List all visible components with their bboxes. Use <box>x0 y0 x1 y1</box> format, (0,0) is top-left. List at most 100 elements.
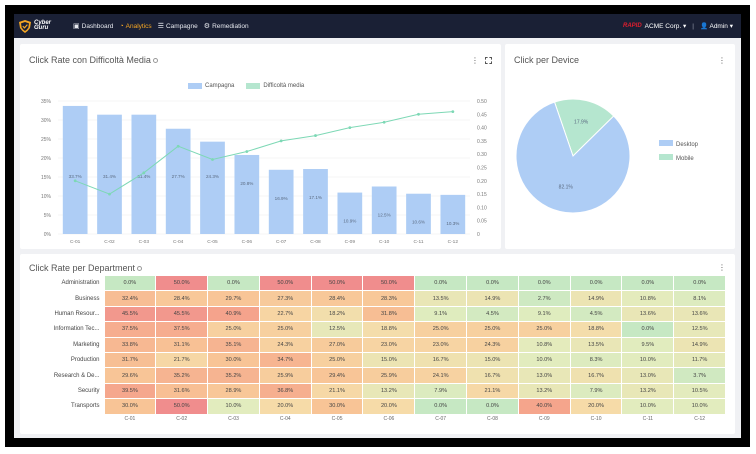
heatmap-cell[interactable]: 13.2% <box>362 382 416 400</box>
heatmap-cell[interactable]: 30.0% <box>310 398 364 415</box>
difficolta-point[interactable] <box>348 126 352 129</box>
bar-c-07[interactable] <box>268 169 294 234</box>
heatmap-cell[interactable]: 0.0% <box>414 398 468 415</box>
heatmap-cell[interactable]: 35.2% <box>155 367 209 384</box>
heatmap-cell[interactable]: 14.9% <box>673 336 727 353</box>
heatmap-cell[interactable]: 30.0% <box>103 398 157 415</box>
heatmap-cell[interactable]: 28.4% <box>155 290 209 307</box>
heatmap-cell[interactable]: 10.5% <box>673 382 727 400</box>
heatmap-cell[interactable]: 29.6% <box>103 367 157 384</box>
bar-c-06[interactable] <box>234 154 260 234</box>
heatmap-cell[interactable]: 0.0% <box>621 274 675 292</box>
heatmap-cell[interactable]: 0.0% <box>103 274 157 292</box>
heatmap-cell[interactable]: 0.0% <box>569 274 623 292</box>
heatmap-cell[interactable]: 22.7% <box>258 305 312 323</box>
heatmap-cell[interactable]: 15.0% <box>362 351 416 369</box>
heatmap-cell[interactable]: 11.7% <box>673 351 727 369</box>
heatmap-cell[interactable]: 35.1% <box>207 336 260 353</box>
heatmap-cell[interactable]: 31.8% <box>362 305 416 323</box>
heatmap-cell[interactable]: 21.7% <box>155 351 209 369</box>
difficolta-point[interactable] <box>176 144 180 148</box>
heatmap-cell[interactable]: 0.0% <box>207 274 260 292</box>
heatmap-cell[interactable]: 25.0% <box>466 321 519 338</box>
heatmap-cell[interactable]: 10.8% <box>517 336 571 353</box>
heatmap-cell[interactable]: 10.0% <box>621 398 675 415</box>
heatmap-cell[interactable]: 8.3% <box>569 351 623 369</box>
heatmap-cell[interactable]: 8.1% <box>673 290 727 307</box>
heatmap-cell[interactable]: 0.0% <box>517 274 571 292</box>
kebab-menu-icon[interactable]: ⋮ <box>471 56 479 65</box>
heatmap-cell[interactable]: 28.3% <box>362 290 416 307</box>
heatmap-cell[interactable]: 25.0% <box>517 321 571 338</box>
heatmap-cell[interactable]: 13.5% <box>414 290 468 307</box>
difficolta-point[interactable] <box>211 158 214 161</box>
heatmap-cell[interactable]: 24.1% <box>414 367 468 384</box>
heatmap-cell[interactable]: 0.0% <box>621 321 675 338</box>
heatmap-cell[interactable]: 13.5% <box>569 336 623 353</box>
heatmap-cell[interactable]: 24.3% <box>466 336 519 353</box>
heatmap-cell[interactable]: 25.9% <box>362 367 416 384</box>
heatmap-cell[interactable]: 28.4% <box>310 290 364 307</box>
bar-c-01[interactable] <box>62 105 88 234</box>
heatmap-cell[interactable]: 24.3% <box>258 336 312 353</box>
heatmap-cell[interactable]: 10.0% <box>207 398 260 415</box>
heatmap-cell[interactable]: 12.5% <box>310 321 364 338</box>
heatmap-cell[interactable]: 27.0% <box>310 336 364 353</box>
heatmap-cell[interactable]: 0.0% <box>673 274 727 292</box>
heatmap-cell[interactable]: 2.7% <box>517 290 571 307</box>
heatmap-cell[interactable]: 10.0% <box>517 351 571 369</box>
bar-c-09[interactable] <box>337 192 363 234</box>
heatmap-cell[interactable]: 28.9% <box>207 382 260 400</box>
heatmap-cell[interactable]: 16.7% <box>569 367 623 384</box>
heatmap-cell[interactable]: 33.8% <box>103 336 157 353</box>
heatmap-cell[interactable]: 25.0% <box>310 351 364 369</box>
heatmap-cell[interactable]: 20.0% <box>569 398 623 415</box>
heatmap-cell[interactable]: 20.0% <box>362 398 416 415</box>
heatmap-cell[interactable]: 31.1% <box>155 336 209 353</box>
heatmap-cell[interactable]: 50.0% <box>155 398 209 415</box>
app-logo[interactable]: Cyber Guru <box>19 19 67 33</box>
heatmap-cell[interactable]: 4.5% <box>569 305 623 323</box>
info-icon[interactable] <box>137 266 143 272</box>
heatmap-cell[interactable]: 21.1% <box>310 382 364 400</box>
heatmap-cell[interactable]: 13.6% <box>673 305 727 323</box>
nav-dashboard[interactable]: ▣ Dashboard <box>73 22 113 31</box>
difficolta-point[interactable] <box>73 179 77 183</box>
heatmap-cell[interactable]: 18.8% <box>569 321 623 338</box>
pie-slice-desktop[interactable] <box>515 101 631 214</box>
heatmap-cell[interactable]: 36.8% <box>258 382 312 400</box>
heatmap-cell[interactable]: 45.5% <box>103 305 157 323</box>
heatmap-cell[interactable]: 10.0% <box>621 351 675 369</box>
heatmap-cell[interactable]: 32.4% <box>103 290 157 307</box>
heatmap-cell[interactable]: 25.0% <box>258 321 312 338</box>
heatmap-cell[interactable]: 50.0% <box>155 274 209 292</box>
heatmap-cell[interactable]: 25.0% <box>414 321 468 338</box>
heatmap-cell[interactable]: 0.0% <box>466 274 519 292</box>
heatmap-cell[interactable]: 4.5% <box>466 305 519 323</box>
bar-c-10[interactable] <box>371 186 397 235</box>
heatmap-cell[interactable]: 13.2% <box>517 382 571 400</box>
heatmap-cell[interactable]: 40.0% <box>517 398 571 415</box>
heatmap-cell[interactable]: 25.9% <box>258 367 312 384</box>
heatmap-cell[interactable]: 20.0% <box>258 398 312 415</box>
heatmap-cell[interactable]: 27.3% <box>258 290 312 307</box>
heatmap-cell[interactable]: 16.7% <box>414 351 468 369</box>
heatmap-cell[interactable]: 14.9% <box>569 290 623 307</box>
bar-c-04[interactable] <box>165 128 191 234</box>
heatmap-cell[interactable]: 3.7% <box>673 367 727 384</box>
bar-c-08[interactable] <box>303 169 328 234</box>
heatmap-cell[interactable]: 18.2% <box>310 305 364 323</box>
info-icon[interactable] <box>152 58 158 64</box>
difficolta-point[interactable] <box>245 150 249 153</box>
heatmap-cell[interactable]: 31.6% <box>155 382 209 400</box>
heatmap-cell[interactable]: 40.9% <box>207 305 260 323</box>
heatmap-cell[interactable]: 30.0% <box>207 351 260 369</box>
heatmap-cell[interactable]: 50.0% <box>258 274 312 292</box>
difficolta-point[interactable] <box>142 171 146 175</box>
heatmap-cell[interactable]: 13.2% <box>621 382 675 400</box>
heatmap-cell[interactable]: 9.1% <box>517 305 571 323</box>
difficolta-point[interactable] <box>382 120 386 124</box>
heatmap-cell[interactable]: 37.5% <box>103 321 157 338</box>
heatmap-cell[interactable]: 9.1% <box>414 305 468 323</box>
bar-c-05[interactable] <box>200 141 225 234</box>
